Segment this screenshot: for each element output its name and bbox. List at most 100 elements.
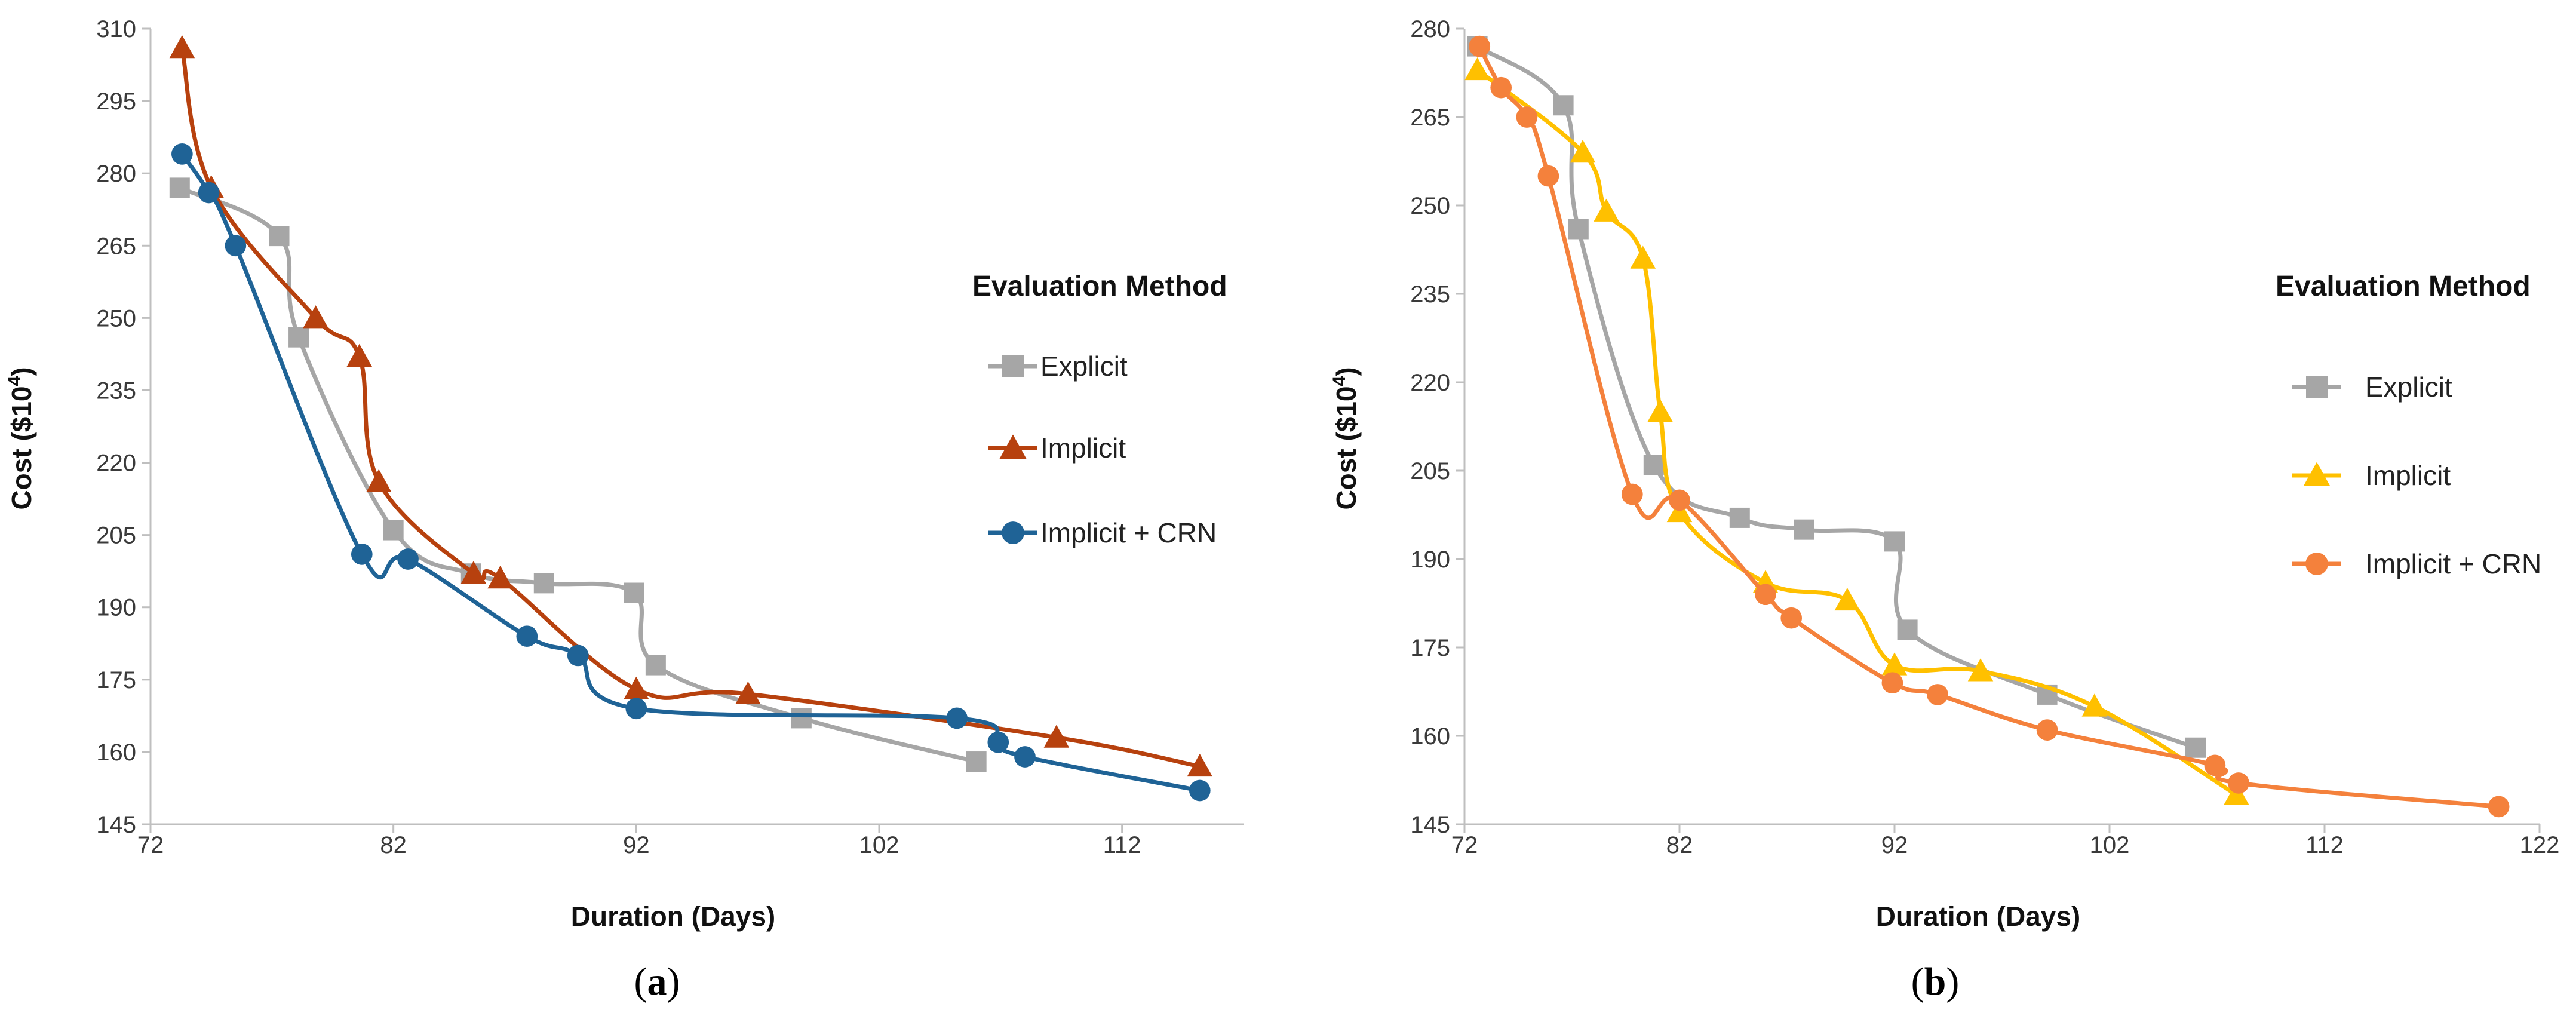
data-point <box>383 520 404 541</box>
data-point <box>1884 531 1905 552</box>
data-point <box>791 708 812 729</box>
data-point <box>1647 399 1673 422</box>
y-tick-label: 160 <box>1410 723 1450 750</box>
panel-label-close: ) <box>1946 960 1959 1003</box>
y-tick-label: 265 <box>96 233 136 259</box>
data-point <box>645 655 666 676</box>
y-axis-label: Cost ($104) <box>5 367 37 510</box>
data-point <box>2224 782 2249 805</box>
series-line <box>180 45 1202 769</box>
y-tick-label: 220 <box>96 450 136 477</box>
y-tick-label: 280 <box>96 161 136 187</box>
x-tick-label: 92 <box>623 832 650 858</box>
data-point <box>1729 507 1750 528</box>
legend-title: Evaluation Method <box>2276 271 2531 302</box>
y-tick-label: 190 <box>96 595 136 621</box>
data-point <box>1755 584 1776 606</box>
legend-label: Explicit <box>1040 351 1128 382</box>
y-tick-label: 220 <box>1410 370 1450 396</box>
y-axis-label-end: ) <box>1331 367 1362 376</box>
panel-label-open: ( <box>634 960 647 1003</box>
data-point <box>2081 693 2108 717</box>
legend-swatch-marker <box>999 434 1027 459</box>
data-point <box>1469 35 1491 57</box>
y-tick-label: 265 <box>1410 105 1450 131</box>
series-line <box>177 185 979 764</box>
data-point <box>1553 95 1574 116</box>
data-point <box>1834 587 1860 611</box>
data-point <box>1189 779 1211 802</box>
y-tick-label: 310 <box>96 16 136 42</box>
legend-label: Implicit + CRN <box>1040 517 1217 548</box>
data-point <box>366 469 392 492</box>
legend-title: Evaluation Method <box>972 271 1227 302</box>
y-axis-label-end: ) <box>6 367 37 376</box>
chart-b: 145 160 175 190 205 220 235 250 265 280 72 82 92 102 1… <box>1330 16 2559 1003</box>
data-point <box>1643 455 1664 475</box>
data-point <box>966 751 987 772</box>
data-point <box>1516 106 1538 128</box>
data-point <box>397 548 419 570</box>
legend-item: Implicit <box>988 432 1126 464</box>
data-point <box>946 707 968 729</box>
data-point <box>1621 483 1643 505</box>
x-axis-label: Duration (Days) <box>571 901 775 932</box>
x-tick-label: 102 <box>859 832 899 858</box>
y-axis-label-main: Cost ($10 <box>1331 386 1362 510</box>
data-point <box>346 343 372 367</box>
legend-label: Implicit <box>1040 432 1126 464</box>
y-axis-label-superscript: 4 <box>5 376 24 386</box>
y-axis-label-main: Cost ($10 <box>6 386 37 510</box>
data-point <box>1927 684 1948 705</box>
y-tick-label: 250 <box>96 305 136 332</box>
legend-item: Implicit + CRN <box>988 517 1217 548</box>
data-point <box>1780 607 1803 629</box>
data-point <box>1794 519 1814 540</box>
x-tick-label: 82 <box>380 832 407 858</box>
data-point <box>487 566 513 589</box>
x-tick-label: 92 <box>1881 832 1908 858</box>
legend-swatch-marker <box>2303 462 2331 486</box>
data-point <box>169 177 190 198</box>
legend-label: Implicit <box>2365 460 2451 491</box>
chart-a: 145 160 175 190 205 220 235 250 265 280 295 310 72 82… <box>5 16 1244 1003</box>
x-tick-label: 112 <box>2305 832 2344 858</box>
x-tick-label: 82 <box>1666 832 1693 858</box>
y-tick-label: 235 <box>1410 281 1450 308</box>
data-point <box>2228 772 2249 794</box>
y-tick-label: 145 <box>96 812 136 838</box>
x-axis-label: Duration (Days) <box>1876 901 2080 932</box>
y-tick-label: 175 <box>1410 635 1450 661</box>
data-point <box>1630 245 1656 269</box>
data-point <box>288 327 309 348</box>
data-point <box>1897 619 1918 640</box>
y-tick-label: 160 <box>96 739 136 766</box>
series-explicit <box>169 177 987 772</box>
y-tick-label: 175 <box>96 667 136 693</box>
y-tick-label: 190 <box>1410 547 1450 573</box>
data-point <box>171 143 193 165</box>
panel-label: (a) <box>634 960 680 1003</box>
data-point <box>625 698 647 720</box>
data-point <box>1570 139 1596 163</box>
y-tick-label: 205 <box>1410 458 1450 484</box>
data-point <box>1881 672 1903 694</box>
panel-label-open: ( <box>1911 960 1924 1003</box>
data-point <box>533 573 554 594</box>
data-point <box>460 560 487 584</box>
data-point <box>303 305 328 329</box>
legend-item: Explicit <box>2292 372 2452 403</box>
y-tick-label: 145 <box>1410 812 1450 838</box>
data-point <box>624 676 649 699</box>
legend-item: Implicit <box>2292 460 2451 491</box>
data-point <box>1669 489 1690 511</box>
data-point <box>987 731 1009 753</box>
x-tick-label: 72 <box>1451 832 1478 858</box>
panel-label: (b) <box>1911 960 1960 1003</box>
data-point <box>1490 76 1512 99</box>
series-implicit <box>1464 57 2249 805</box>
data-point <box>2036 719 2058 741</box>
data-point <box>169 35 195 59</box>
data-point <box>2204 754 2226 776</box>
